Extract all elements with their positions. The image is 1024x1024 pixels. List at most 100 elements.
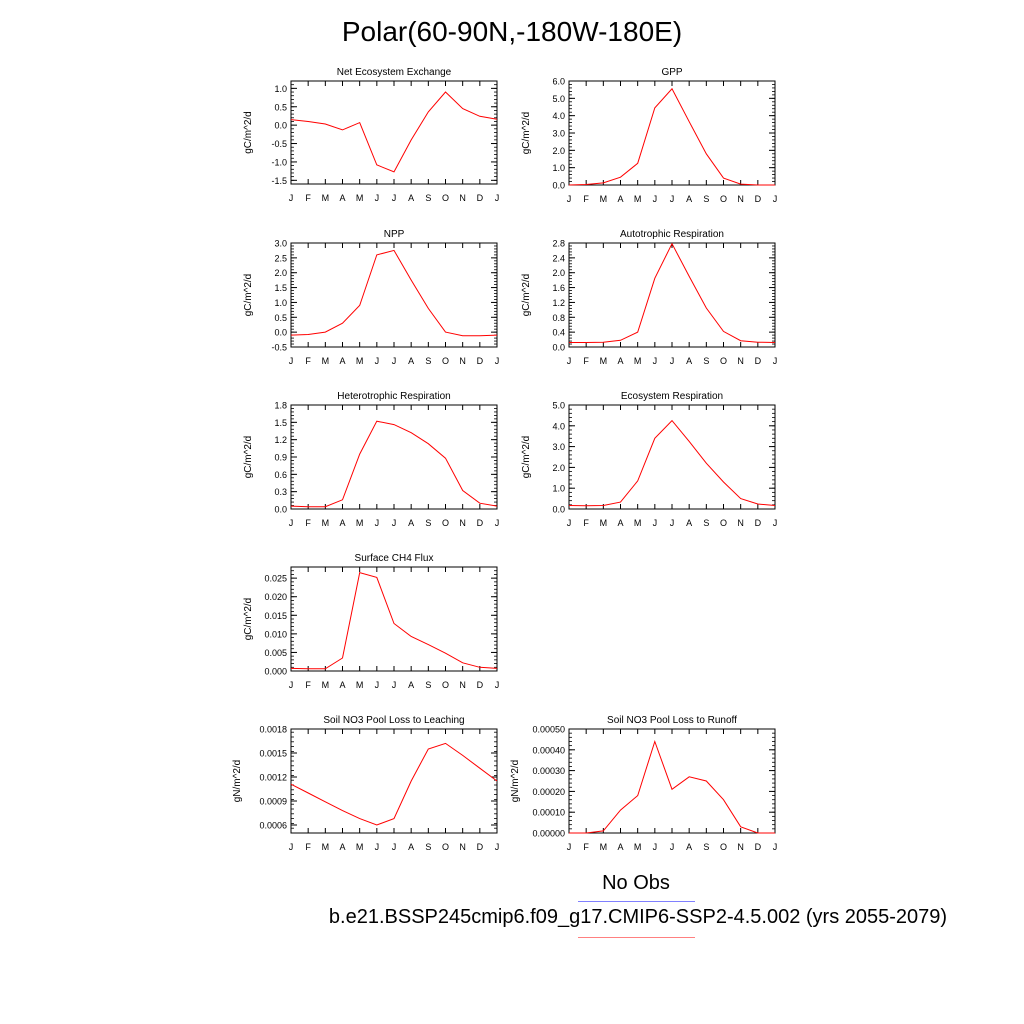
y-tick-label: 2.0 — [552, 463, 565, 473]
x-tick-label: M — [322, 193, 330, 203]
x-tick-label: M — [600, 194, 608, 204]
y-tick-label: 0.0012 — [259, 773, 287, 783]
series-line — [569, 739, 775, 834]
y-tick-label: 1.5 — [274, 283, 287, 293]
x-tick-label: O — [442, 193, 449, 203]
x-tick-label: J — [670, 356, 675, 366]
y-axis-label: gC/m^2/d — [521, 274, 532, 317]
x-tick-label: J — [670, 842, 675, 852]
y-tick-label: -1.0 — [271, 157, 287, 167]
x-tick-label: S — [703, 518, 709, 528]
x-tick-label: S — [703, 356, 709, 366]
x-tick-label: M — [322, 518, 330, 528]
x-tick-label: J — [375, 356, 380, 366]
x-tick-label: M — [322, 842, 330, 852]
y-tick-label: 1.2 — [274, 435, 287, 445]
plot-frame — [290, 80, 498, 185]
x-tick-label: M — [322, 680, 330, 690]
x-tick-label: F — [305, 842, 311, 852]
y-tick-label: 0.0009 — [259, 797, 287, 807]
x-tick-label: O — [720, 842, 727, 852]
x-tick-label: J — [289, 518, 294, 528]
x-tick-label: S — [425, 356, 431, 366]
y-tick-label: 2.0 — [552, 268, 565, 278]
chart-title: Autotrophic Respiration — [620, 229, 724, 240]
x-tick-label: S — [425, 842, 431, 852]
x-tick-label: A — [408, 842, 414, 852]
y-tick-label: 2.0 — [552, 146, 565, 156]
y-tick-label: 3.0 — [552, 129, 565, 139]
x-tick-label: J — [567, 842, 572, 852]
x-tick-label: J — [567, 356, 572, 366]
series-line — [290, 249, 498, 337]
y-tick-label: 3.0 — [274, 239, 287, 249]
chart-title: GPP — [661, 67, 682, 78]
x-tick-label: A — [339, 356, 345, 366]
x-tick-label: J — [670, 518, 675, 528]
x-tick-label: J — [653, 356, 658, 366]
y-axis-label: gC/m^2/d — [243, 436, 254, 479]
x-tick-label: M — [600, 842, 608, 852]
x-tick-label: O — [442, 680, 449, 690]
y-tick-label: 0.0006 — [259, 821, 287, 831]
chart-title: Soil NO3 Pool Loss to Runoff — [607, 715, 737, 726]
x-tick-label: M — [322, 356, 330, 366]
x-tick-label: J — [375, 518, 380, 528]
x-tick-label: D — [755, 194, 762, 204]
x-tick-label: J — [670, 194, 675, 204]
y-tick-label: -0.5 — [271, 343, 287, 353]
chart-title: Surface CH4 Flux — [355, 553, 434, 564]
x-tick-label: N — [459, 193, 466, 203]
x-tick-label: N — [737, 518, 744, 528]
y-tick-label: 1.5 — [274, 418, 287, 428]
x-tick-label: J — [495, 518, 500, 528]
y-tick-label: 0.00010 — [532, 808, 565, 818]
page-title: Polar(60-90N,-180W-180E) — [341, 16, 683, 47]
legend-obs-line — [578, 901, 695, 902]
x-tick-label: A — [617, 194, 623, 204]
x-tick-label: A — [686, 356, 692, 366]
x-tick-label: F — [583, 356, 589, 366]
x-tick-label: O — [720, 194, 727, 204]
x-tick-label: D — [477, 842, 484, 852]
y-tick-label: 1.0 — [552, 163, 565, 173]
y-tick-label: 0.0015 — [259, 749, 287, 759]
y-tick-label: 0.0 — [274, 505, 287, 515]
y-tick-label: 6.0 — [552, 77, 565, 87]
y-tick-label: 1.2 — [552, 298, 565, 308]
x-tick-label: A — [617, 518, 623, 528]
y-tick-label: 0.005 — [264, 648, 287, 658]
y-tick-label: 0.020 — [264, 592, 287, 602]
y-tick-label: 0.0 — [274, 121, 287, 131]
x-tick-label: N — [459, 680, 466, 690]
y-tick-label: 2.8 — [552, 239, 565, 249]
y-tick-label: 1.8 — [274, 401, 287, 411]
x-tick-label: O — [442, 842, 449, 852]
legend-model-label: b.e21.BSSP245cmip6.f09_g17.CMIP6-SSP2-4.… — [328, 906, 948, 928]
y-axis-label: gC/m^2/d — [521, 112, 532, 155]
x-tick-label: F — [305, 193, 311, 203]
x-tick-label: J — [289, 193, 294, 203]
y-tick-label: 0.00000 — [532, 829, 565, 839]
x-tick-label: M — [600, 518, 608, 528]
plot-frame — [568, 80, 776, 186]
x-tick-label: N — [737, 356, 744, 366]
y-axis-label: gC/m^2/d — [521, 436, 532, 479]
x-tick-label: J — [392, 842, 397, 852]
x-tick-label: N — [459, 356, 466, 366]
series-line — [568, 419, 776, 507]
x-tick-label: M — [634, 356, 642, 366]
x-tick-label: D — [477, 356, 484, 366]
x-tick-label: J — [567, 518, 572, 528]
y-tick-label: 0.4 — [552, 328, 565, 338]
x-tick-label: J — [653, 194, 658, 204]
chart-title: Net Ecosystem Exchange — [337, 67, 452, 78]
chart-title: Ecosystem Respiration — [621, 391, 723, 402]
x-tick-label: J — [773, 518, 778, 528]
x-tick-label: D — [755, 518, 762, 528]
